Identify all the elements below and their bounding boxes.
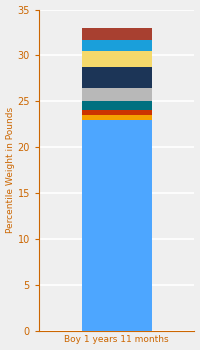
Bar [82,28,152,40]
Bar [82,120,152,331]
Bar [82,67,152,88]
Bar [82,51,152,67]
Bar [82,88,152,101]
Bar [82,101,152,110]
Y-axis label: Percentile Weight in Pounds: Percentile Weight in Pounds [6,107,15,233]
Bar [82,110,152,115]
Bar [82,40,152,51]
Bar [82,115,152,120]
